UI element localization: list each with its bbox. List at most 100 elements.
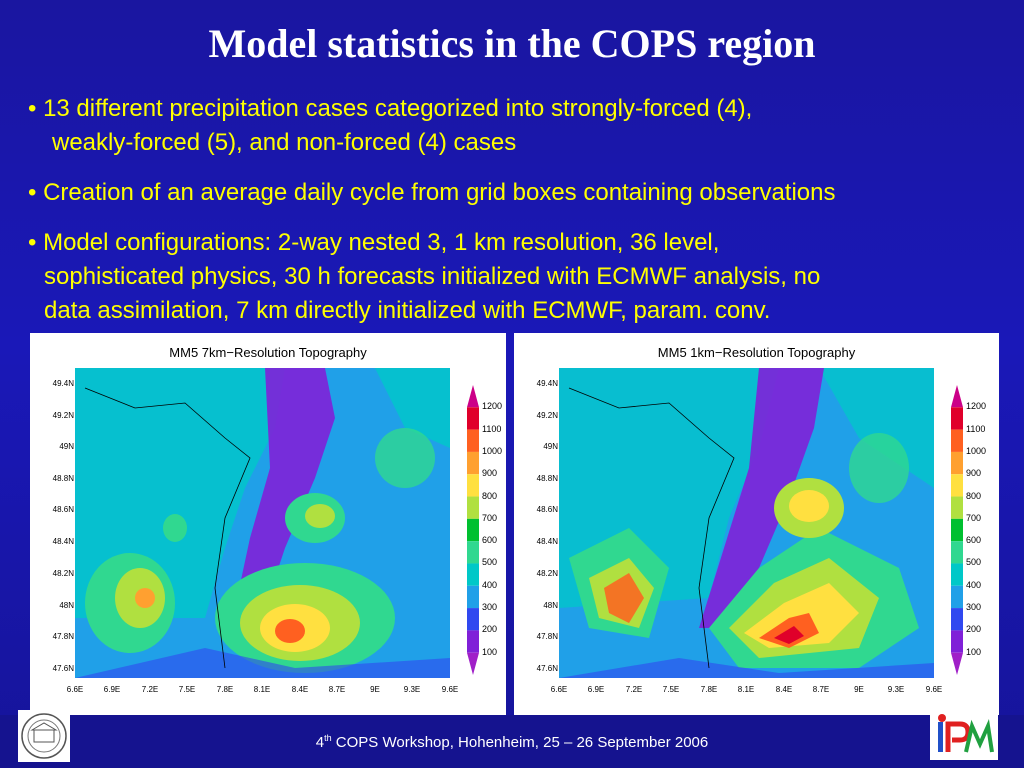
lat-label: 47.8N [52,632,74,641]
colorbar-swatch [467,608,479,631]
colorbar-label: 1100 [966,423,986,434]
lon-label: 7.8E [216,685,234,694]
lon-label: 8.4E [775,685,793,694]
colorbar-label: 800 [482,490,498,501]
colorbar-label: 200 [482,624,498,635]
colorbar-swatch [951,608,963,631]
lat-label: 47.6N [52,664,74,673]
colorbar-label: 200 [966,624,982,635]
bullet-line: data assimilation, 7 km directly initial… [44,297,771,324]
lat-label: 49N [543,442,558,451]
topography-map-1km: MM5 1km−Resolution Topography 49.4N 49.2… [514,333,999,715]
lon-label: 6.6E [550,685,568,694]
footer-band [0,715,1024,768]
lat-label: 48.2N [536,569,558,578]
colorbar-label: 1200 [482,401,503,412]
colorbar-label: 600 [482,535,498,546]
bullet-list: • 13 different precipitation cases categ… [28,92,1003,344]
lon-label: 9.3E [403,685,421,694]
lon-label: 9E [370,685,380,694]
bullet-line: weakly-forced (5), and non-forced (4) ca… [52,129,517,156]
lon-label: 8.7E [812,685,830,694]
colorbar [467,385,479,675]
bullet-line: • Model configurations: 2-way nested 3, … [28,229,720,256]
lon-label: 9.3E [887,685,905,694]
colorbar-label: 700 [966,512,982,523]
topography-field-7km [75,368,450,678]
colorbar-label: 100 [966,646,982,657]
colorbar-swatch [467,429,479,452]
colorbar-swatch [951,518,963,542]
colorbar-label: 1000 [482,445,503,456]
colorbar-label: 1200 [966,401,987,412]
colorbar-label: 400 [966,579,982,590]
map-title: MM5 7km−Resolution Topography [169,345,367,360]
lat-label: 49.2N [52,411,74,420]
colorbar-swatch [467,474,479,497]
colorbar-label: 700 [482,512,498,523]
colorbar-swatch [951,541,963,564]
map-title: MM5 1km−Resolution Topography [657,345,856,360]
footer-text: 4th COPS Workshop, Hohenheim, 25 – 26 Se… [315,733,709,751]
lat-label: 48.8N [536,474,558,483]
colorbar [951,385,963,675]
lat-label: 47.6N [536,664,558,673]
lat-label: 48.2N [52,569,74,578]
colorbar-swatch [951,474,963,497]
topography-field-1km [559,368,934,678]
lon-label: 7.8E [700,685,718,694]
bullet-daily-cycle: • Creation of an average daily cycle fro… [28,176,1003,210]
lat-label: 47.8N [536,632,558,641]
bullet-cases: • 13 different precipitation cases categ… [28,92,1003,160]
colorbar-swatch [951,652,963,675]
colorbar-swatch [467,541,479,564]
colorbar-label: 400 [482,579,498,590]
slide-title: Model statistics in the COPS region [208,21,816,66]
colorbar-swatch [467,451,479,475]
lat-label: 48.8N [52,474,74,483]
university-seal-logo [18,710,70,762]
lon-label: 6.6E [66,685,84,694]
lat-label: 48.6N [52,505,74,514]
colorbar-label: 500 [482,557,498,568]
colorbar-swatch [951,451,963,475]
colorbar-swatch [951,630,963,653]
lat-label: 49.4N [52,379,74,388]
colorbar-swatch [951,585,963,609]
lat-label: 48.6N [536,505,558,514]
lon-label: 8.7E [328,685,346,694]
lat-label: 49.4N [536,379,558,388]
colorbar-swatch [951,496,963,519]
lat-label: 48.4N [52,537,74,546]
lon-label: 8.1E [737,685,755,694]
colorbar-swatch [467,563,479,586]
colorbar-swatch [467,518,479,542]
colorbar-swatch [467,407,479,430]
colorbar-swatch [467,385,479,408]
colorbar-swatch [951,407,963,430]
colorbar-label: 900 [482,468,498,479]
lon-label: 9.6E [925,685,943,694]
colorbar-swatch [467,652,479,675]
lon-label: 7.2E [625,685,643,694]
colorbar-label: 300 [482,602,498,613]
colorbar-swatch [467,630,479,653]
lat-label: 48N [59,601,74,610]
colorbar-label: 800 [966,490,982,501]
colorbar-label: 1100 [482,423,502,434]
bullet-line: • Creation of an average daily cycle fro… [28,179,836,206]
bullet-model-config: • Model configurations: 2-way nested 3, … [28,226,1003,328]
lat-label: 48N [543,601,558,610]
lon-label: 8.1E [253,685,271,694]
bullet-line: sophisticated physics, 30 h forecasts in… [44,263,821,290]
colorbar-swatch [951,429,963,452]
colorbar-swatch [951,385,963,408]
lon-label: 6.9E [103,685,121,694]
colorbar-swatch [467,496,479,519]
bullet-line: • 13 different precipitation cases categ… [28,95,753,122]
lon-label: 7.5E [662,685,680,694]
lat-label: 48.4N [536,537,558,546]
lon-label: 7.5E [178,685,196,694]
lon-label: 7.2E [141,685,159,694]
colorbar-label: 900 [966,468,982,479]
